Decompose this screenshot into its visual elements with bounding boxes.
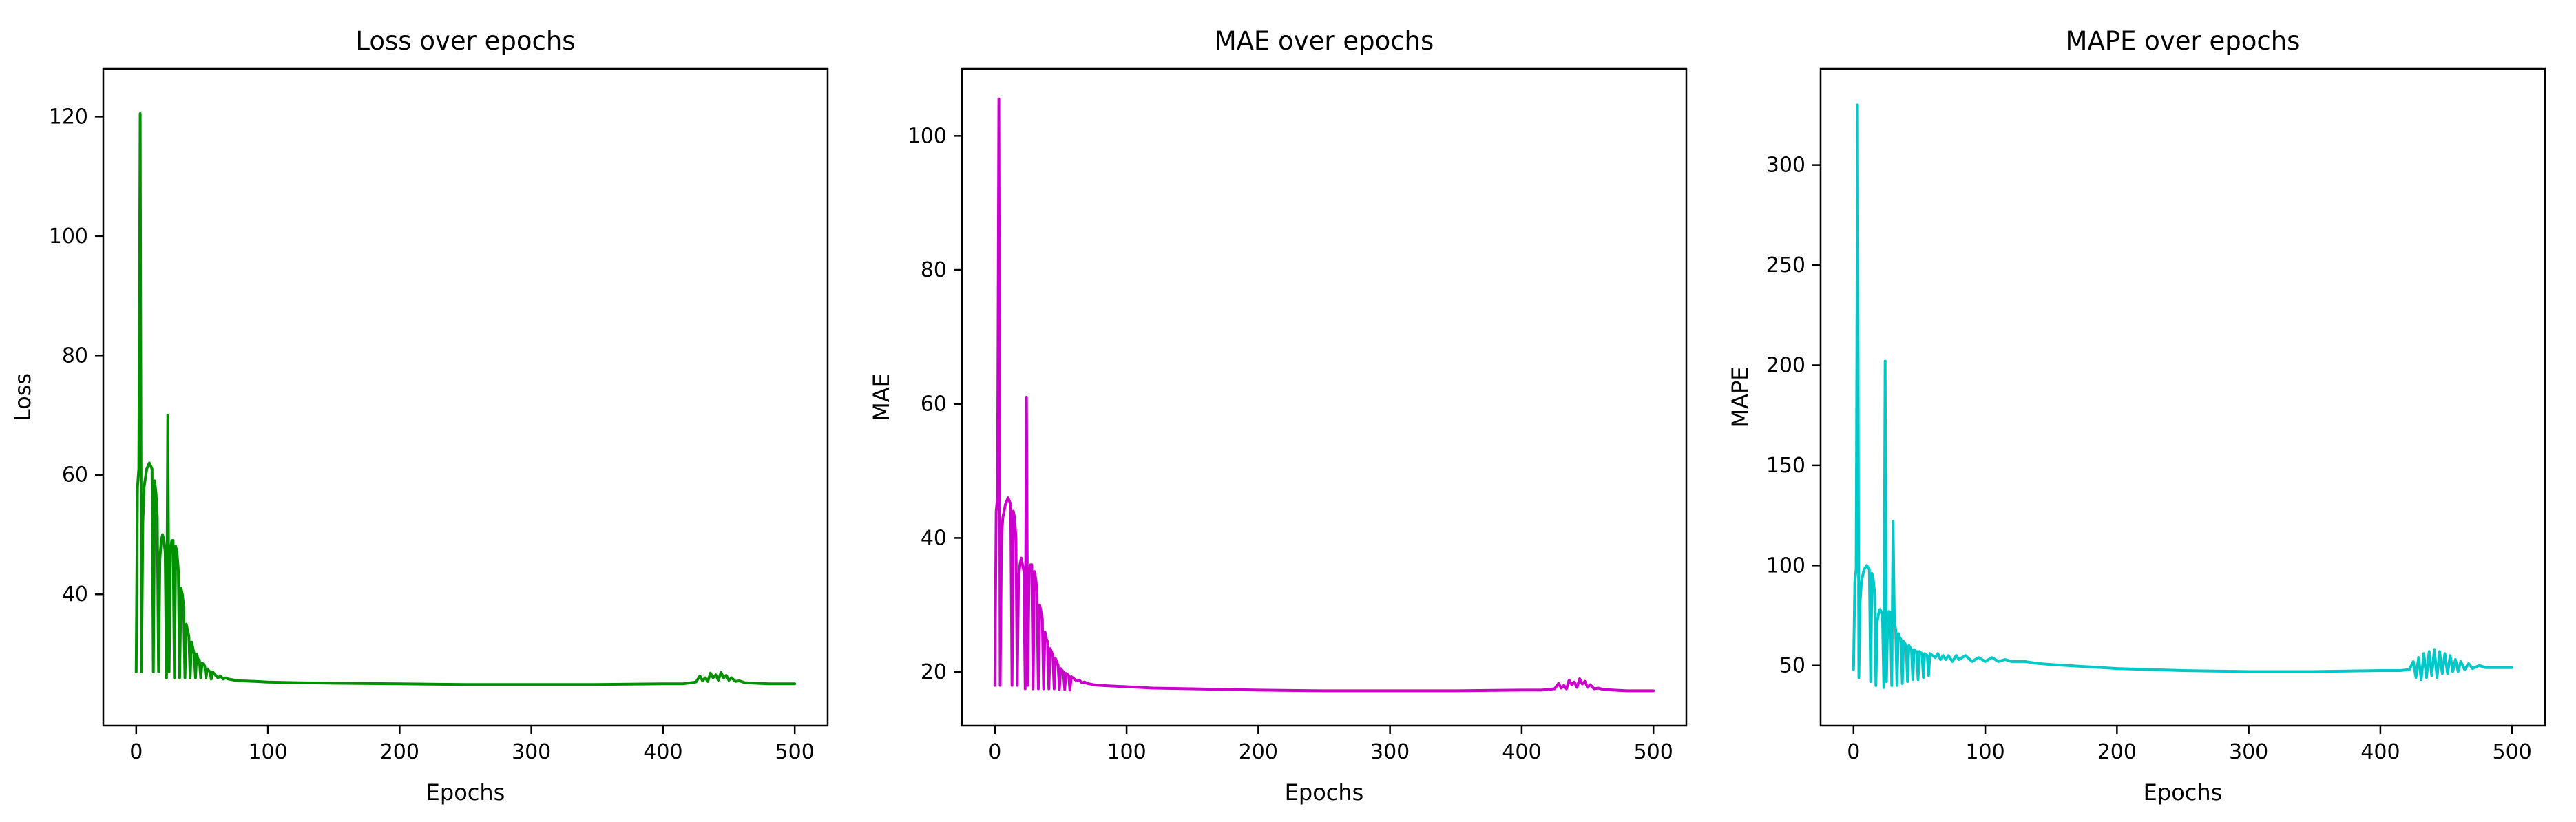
y-tick-label: 40 [62, 582, 88, 607]
chart-panel-mae: MAE over epochs Epochs MAE 0 100 200 300 400… [859, 0, 1717, 822]
y-tick-label: 100 [1766, 554, 1805, 578]
x-axis-label: Epochs [426, 779, 505, 805]
chart-title: MAE over epochs [1215, 26, 1434, 56]
y-tick-label: 60 [921, 392, 947, 417]
x-tick-label: 200 [2097, 740, 2137, 764]
x-tick-label: 0 [988, 740, 1001, 764]
y-tick-label: 120 [49, 105, 88, 129]
x-axis-label: Epochs [1285, 779, 1364, 805]
loss-plot: Loss over epochs Epochs Loss 0 100 200 300 4… [10, 26, 829, 805]
y-axis-label: Loss [10, 373, 36, 421]
x-tick-label: 300 [1370, 740, 1410, 764]
plot-frame [102, 67, 829, 727]
y-tick-label: 50 [1779, 654, 1805, 678]
x-tick-label: 200 [1239, 740, 1278, 764]
y-axis-label: MAE [868, 373, 894, 421]
x-tick-label: 500 [775, 740, 815, 764]
x-tick-label: 0 [1847, 740, 1860, 764]
x-tick-label: 400 [643, 740, 682, 764]
x-tick-label: 500 [1634, 740, 1673, 764]
y-tick-label: 150 [1766, 454, 1805, 478]
y-tick-label: 60 [62, 463, 88, 487]
x-tick-label: 300 [2229, 740, 2268, 764]
x-tick-label: 300 [512, 740, 551, 764]
x-tick-label: 200 [380, 740, 419, 764]
y-tick-label: 80 [921, 258, 947, 282]
y-tick-label: 80 [62, 344, 88, 368]
loss-line [134, 112, 797, 686]
mae-plot: MAE over epochs Epochs MAE 0 100 200 300 400… [868, 26, 1688, 805]
plot-frame [961, 67, 1688, 727]
y-axis-label: MAPE [1727, 366, 1753, 428]
mape-line [1852, 103, 2514, 689]
y-tick-label: 20 [921, 660, 947, 684]
x-tick-label: 100 [1965, 740, 2004, 764]
x-tick-label: 0 [129, 740, 143, 764]
chart-panel-mape: MAPE over epochs Epochs MAPE 0 100 200 300 4… [1717, 0, 2576, 822]
y-tick-label: 250 [1766, 253, 1805, 277]
y-tick-label: 100 [49, 224, 88, 249]
y-tick-label: 40 [921, 526, 947, 550]
x-tick-label: 400 [1502, 740, 1541, 764]
y-tick-label: 100 [908, 124, 947, 148]
mape-plot: MAPE over epochs Epochs MAPE 0 100 200 300 4… [1727, 26, 2546, 805]
y-tick-label: 300 [1766, 154, 1805, 178]
chart-title: Loss over epochs [355, 26, 575, 56]
x-tick-label: 100 [248, 740, 287, 764]
chart-title: MAPE over epochs [2066, 26, 2301, 56]
x-axis-label: Epochs [2144, 779, 2223, 805]
chart-panel-loss: Loss over epochs Epochs Loss 0 100 200 300 4… [0, 0, 859, 822]
y-tick-label: 200 [1766, 353, 1805, 377]
x-tick-label: 100 [1107, 740, 1146, 764]
x-tick-label: 500 [2493, 740, 2532, 764]
plot-frame [1819, 67, 2546, 727]
x-tick-label: 400 [2360, 740, 2400, 764]
mae-line [993, 97, 1655, 693]
